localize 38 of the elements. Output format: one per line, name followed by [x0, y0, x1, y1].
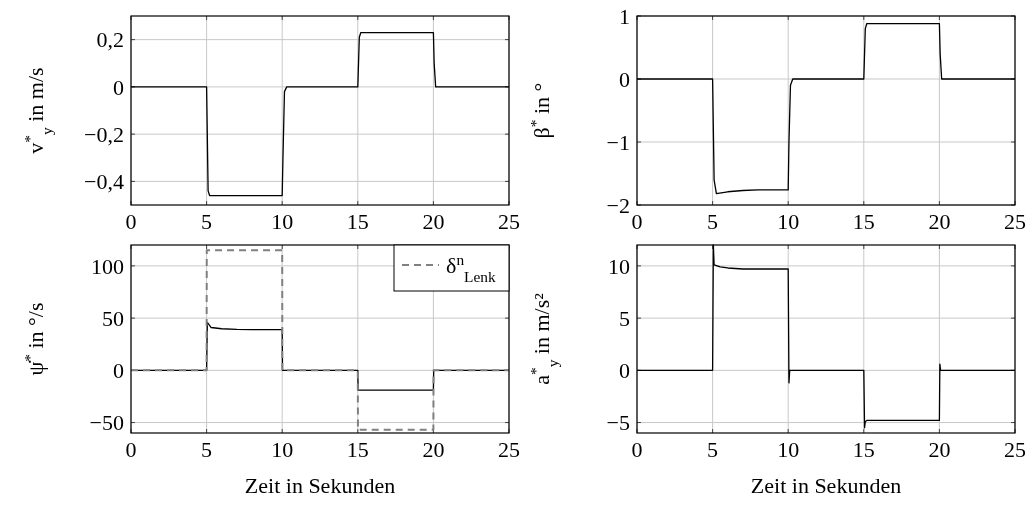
- y-tick-label: 50: [102, 305, 124, 331]
- x-axis-title: Zeit in Sekunden: [244, 473, 396, 498]
- x-tick-label: 10: [777, 437, 800, 462]
- x-tick-label: 5: [201, 209, 213, 234]
- x-tick-label: 10: [271, 209, 294, 234]
- y-tick-label: −0,4: [84, 169, 124, 195]
- x-axis-title: Zeit in Sekunden: [750, 473, 902, 498]
- y-tick-label: −5: [606, 410, 630, 436]
- y-tick-label: 0: [619, 66, 630, 92]
- x-tick-label: 25: [1004, 437, 1026, 462]
- x-tick-label: 10: [271, 437, 294, 462]
- x-tick-label: 5: [201, 437, 213, 462]
- x-tick-label: 5: [707, 209, 719, 234]
- x-tick-label: 20: [928, 209, 951, 234]
- y-tick-label: −1: [606, 129, 630, 155]
- x-tick-label: 20: [422, 209, 445, 234]
- y-tick-label: 5: [619, 305, 630, 331]
- y-tick-label: 100: [91, 253, 124, 279]
- x-tick-label: 25: [498, 209, 520, 234]
- x-tick-label: 10: [777, 209, 800, 234]
- x-tick-label: 15: [346, 437, 369, 462]
- x-tick-label: 25: [498, 437, 520, 462]
- y-tick-label: 10: [608, 253, 630, 279]
- x-tick-label: 15: [852, 209, 875, 234]
- x-tick-label: 25: [1004, 209, 1026, 234]
- x-tick-label: 20: [928, 437, 951, 462]
- y-tick-label: 0,2: [96, 27, 124, 53]
- y-tick-label: −2: [606, 192, 630, 218]
- y-tick-label: 1: [619, 3, 630, 29]
- y-tick-label: 0: [113, 74, 124, 100]
- y-tick-label: 0: [619, 358, 630, 384]
- x-tick-label: 15: [346, 209, 369, 234]
- y-tick-label: −0,2: [84, 121, 124, 147]
- y-tick-label: 0: [113, 358, 124, 384]
- x-tick-label: 5: [707, 437, 719, 462]
- y-tick-label: −50: [89, 410, 124, 436]
- x-tick-label: 15: [852, 437, 875, 462]
- x-tick-label: 20: [422, 437, 445, 462]
